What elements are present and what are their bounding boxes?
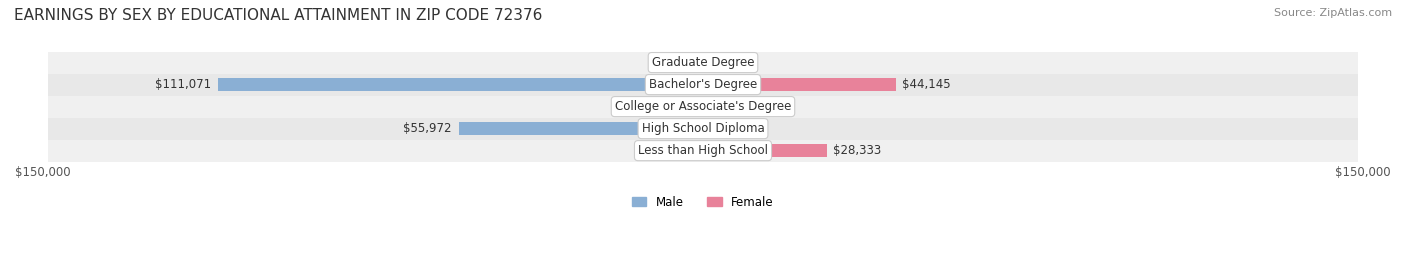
Bar: [48, 118, 1358, 140]
Text: $0: $0: [682, 56, 696, 69]
Bar: [703, 78, 896, 91]
Bar: [48, 74, 1358, 96]
Text: $0: $0: [710, 100, 724, 113]
Bar: [48, 51, 1358, 74]
Text: EARNINGS BY SEX BY EDUCATIONAL ATTAINMENT IN ZIP CODE 72376: EARNINGS BY SEX BY EDUCATIONAL ATTAINMEN…: [14, 8, 543, 23]
Text: $44,145: $44,145: [903, 78, 950, 91]
Text: Less than High School: Less than High School: [638, 144, 768, 157]
Bar: [218, 78, 703, 91]
Text: $150,000: $150,000: [15, 166, 70, 179]
Text: $28,333: $28,333: [834, 144, 882, 157]
Text: $0: $0: [682, 144, 696, 157]
Text: Source: ZipAtlas.com: Source: ZipAtlas.com: [1274, 8, 1392, 18]
Text: $111,071: $111,071: [155, 78, 211, 91]
Text: $0: $0: [710, 122, 724, 135]
Text: High School Diploma: High School Diploma: [641, 122, 765, 135]
Text: $150,000: $150,000: [1336, 166, 1391, 179]
Text: College or Associate's Degree: College or Associate's Degree: [614, 100, 792, 113]
Text: $55,972: $55,972: [404, 122, 451, 135]
Legend: Male, Female: Male, Female: [627, 191, 779, 214]
Text: $0: $0: [710, 56, 724, 69]
Bar: [48, 140, 1358, 162]
Text: Bachelor's Degree: Bachelor's Degree: [650, 78, 756, 91]
Bar: [48, 96, 1358, 118]
Text: Graduate Degree: Graduate Degree: [652, 56, 754, 69]
Bar: [703, 144, 827, 158]
Text: $0: $0: [682, 100, 696, 113]
Bar: [458, 122, 703, 135]
